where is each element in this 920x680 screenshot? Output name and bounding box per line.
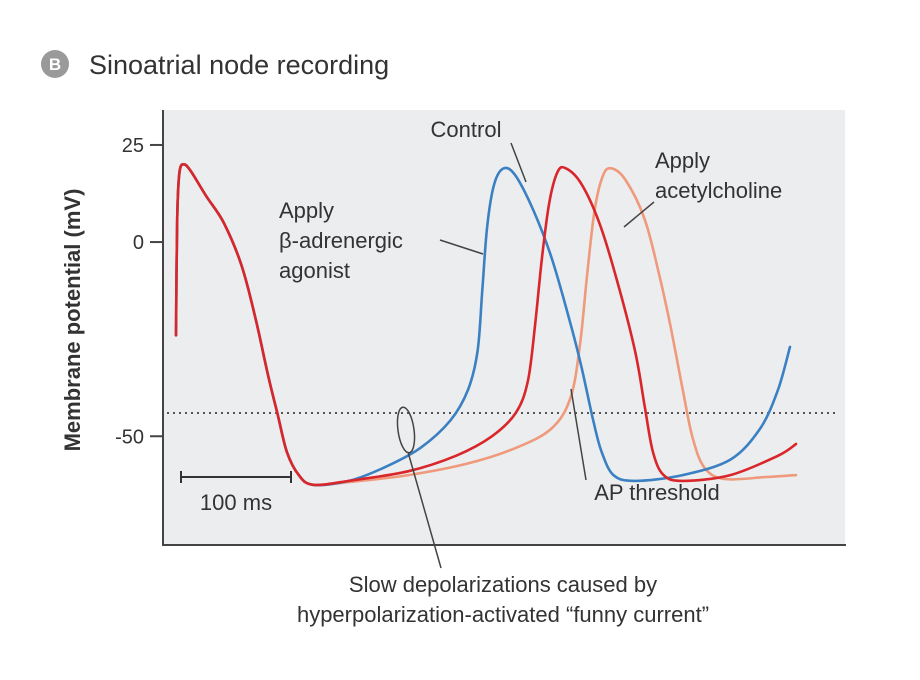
- y-axis-label: Membrane potential (mV): [60, 189, 85, 452]
- annotation-threshold-leader: [570, 388, 587, 481]
- annotation-funny-line-1: Slow depolarizations caused by: [349, 572, 657, 597]
- annotation-control-leader: [510, 142, 527, 183]
- annotation-funny-current: Slow depolarizations caused by hyperpola…: [297, 406, 709, 627]
- annotation-beta-line-3: agonist: [279, 258, 350, 283]
- scale-bar-label: 100 ms: [200, 490, 272, 515]
- y-ticks: 25 0 -50: [115, 135, 163, 448]
- plot-area: 25 0 -50: [115, 110, 846, 546]
- annotation-funny-ellipse: [396, 406, 416, 454]
- plot-background: [163, 110, 845, 545]
- scale-bar: 100 ms: [180, 471, 292, 515]
- annotation-beta-leader: [439, 239, 484, 255]
- annotation-threshold-label: AP threshold: [594, 480, 720, 505]
- annotation-beta-line-1: Apply: [279, 198, 334, 223]
- chart-title: Sinoatrial node recording: [89, 50, 389, 80]
- annotation-threshold: AP threshold: [570, 388, 720, 505]
- y-tick-label-1: 0: [133, 232, 144, 254]
- panel-badge: [41, 50, 69, 78]
- series-line-control: [174, 163, 798, 487]
- y-tick-label-0: 25: [122, 135, 144, 157]
- series-layer: [174, 163, 798, 487]
- annotation-beta: Apply β-adrenergic agonist: [279, 198, 484, 283]
- annotation-ach: Apply acetylcholine: [623, 148, 782, 228]
- annotation-control: Control: [431, 117, 527, 183]
- panel-letter: B: [49, 55, 61, 74]
- y-tick-label-2: -50: [115, 426, 144, 448]
- annotation-control-label: Control: [431, 117, 502, 142]
- annotation-funny-leader: [407, 451, 442, 569]
- annotation-ach-line-2: acetylcholine: [655, 178, 782, 203]
- annotation-funny-line-2: hyperpolarization-activated “funny curre…: [297, 602, 709, 627]
- annotation-beta-line-2: β-adrenergic: [279, 228, 403, 253]
- annotation-ach-leader: [623, 201, 655, 228]
- panel-header: B Sinoatrial node recording: [41, 50, 389, 80]
- annotation-ach-line-1: Apply: [655, 148, 710, 173]
